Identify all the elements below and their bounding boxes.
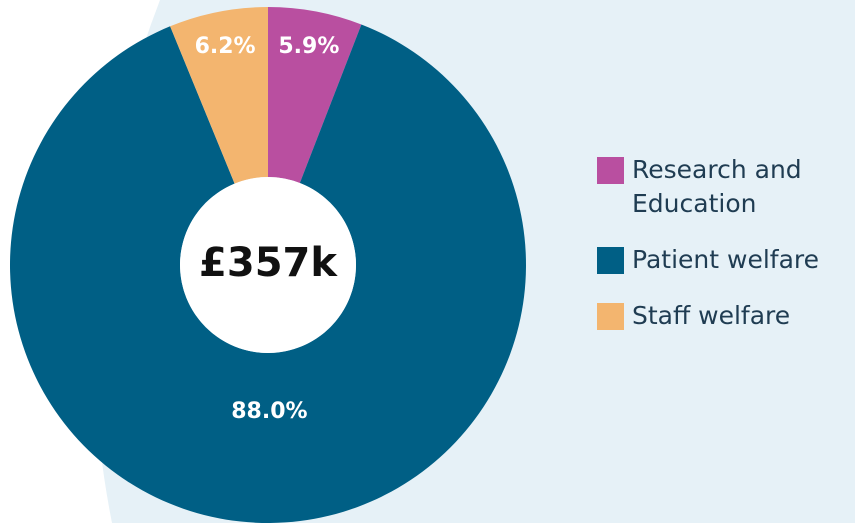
- legend-swatch: [597, 303, 624, 330]
- slices: [10, 7, 526, 523]
- slice: [268, 7, 362, 183]
- slice: [170, 7, 268, 184]
- legend-label: Patient welfare: [632, 245, 819, 274]
- donut-hole: [180, 177, 356, 353]
- legend-item: Staff welfare: [597, 299, 827, 333]
- legend-label: Staff welfare: [632, 301, 791, 330]
- slice-label: 88.0%: [231, 399, 307, 424]
- slice: [10, 24, 526, 523]
- legend: Research and Education Patient welfare Sta…: [597, 153, 827, 355]
- legend-item: Research and Education: [597, 153, 827, 221]
- slice-label: 5.9%: [278, 34, 339, 59]
- center-label: £357k: [199, 240, 338, 286]
- legend-swatch: [597, 247, 624, 274]
- slice-label: 6.2%: [195, 34, 256, 59]
- legend-item: Patient welfare: [597, 243, 827, 277]
- legend-swatch: [597, 157, 624, 184]
- legend-label: Research and Education: [632, 155, 802, 218]
